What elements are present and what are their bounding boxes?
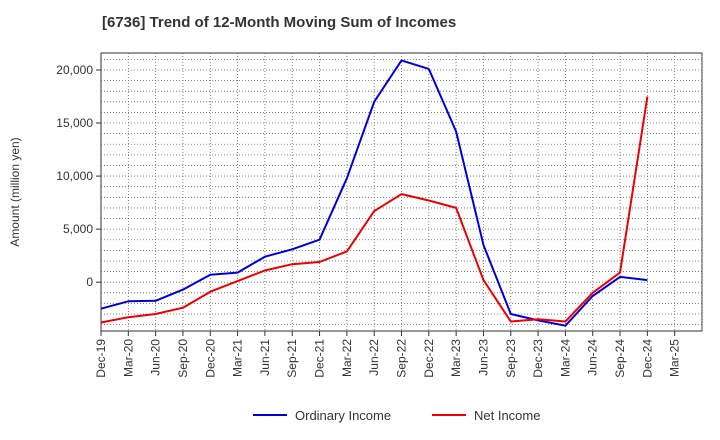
x-tick-label: Mar-20 [121, 339, 135, 377]
series-line-net-income [100, 96, 649, 324]
x-tick-label: Mar-24 [558, 339, 572, 377]
x-tick-label: Jun-24 [586, 339, 600, 376]
x-tick-label: Jun-20 [149, 339, 163, 376]
x-tick-label: Dec-22 [422, 339, 436, 378]
axes: 0 5,000 10,000 15,000 20,000 Dec-19 Mar-20 Jun-… [8, 63, 682, 378]
x-tick-label: Mar-23 [449, 339, 463, 377]
legend-label-ordinary-income: Ordinary Income [295, 408, 391, 423]
x-tick-label: Jun-22 [367, 339, 381, 376]
x-tick-label: Jun-21 [258, 339, 272, 376]
x-tick-label: Sep-22 [395, 339, 409, 378]
x-tick-label: Sep-24 [613, 339, 627, 378]
x-tick-label: Dec-24 [640, 339, 654, 378]
chart-title: [6736] Trend of 12-Month Moving Sum of I… [102, 14, 457, 31]
y-tick-label: 0 [86, 275, 93, 289]
legend-label-net-income: Net Income [474, 408, 540, 423]
y-tick-label: 20,000 [56, 63, 93, 77]
x-tick-label: Dec-21 [313, 339, 327, 378]
series-lines [100, 59, 649, 327]
x-tick-label: Mar-21 [231, 339, 245, 377]
x-tick-label: Sep-23 [504, 339, 518, 378]
series-line-ordinary-income [100, 59, 648, 327]
grid [100, 52, 703, 332]
y-tick-label: 10,000 [56, 169, 93, 183]
x-tick-label: Dec-23 [531, 339, 545, 378]
x-tick-label: Mar-25 [668, 339, 682, 377]
y-axis-label: Amount (million yen) [8, 137, 22, 246]
x-tick-label: Sep-20 [176, 339, 190, 378]
x-tick-label: Sep-21 [285, 339, 299, 378]
legend: Ordinary Income Net Income [253, 408, 540, 423]
x-tick-label: Dec-19 [94, 339, 108, 378]
y-tick-label: 5,000 [63, 222, 93, 236]
x-tick-label: Jun-23 [476, 339, 490, 376]
x-tick-label: Mar-22 [340, 339, 354, 377]
y-tick-label: 15,000 [56, 116, 93, 130]
x-tick-label: Dec-20 [203, 339, 217, 378]
